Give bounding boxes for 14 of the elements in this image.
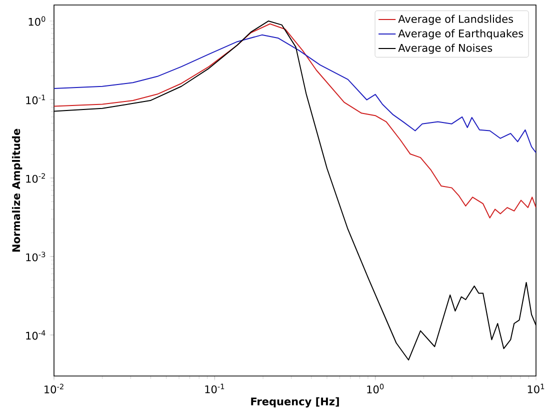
legend-label: Average of Noises <box>398 44 492 54</box>
x-tick-label: 10$^{-1}$ <box>205 384 224 394</box>
legend-label: Average of Landslides <box>398 14 514 25</box>
legend-label: Average of Earthquakes <box>398 29 524 40</box>
y-tick-label: 10$^{-1}$ <box>26 94 46 104</box>
x-tick-label: 10$^{1}$ <box>528 384 544 394</box>
y-tick-label: 10$^{0}$ <box>28 16 46 26</box>
y-tick-label: 10$^{-2}$ <box>26 173 45 183</box>
x-axis-title: Frequency [Hz] <box>251 397 339 408</box>
y-axis-title: Normalize Amplitude <box>12 128 22 252</box>
y-tick-label: 10$^{-4}$ <box>26 330 46 340</box>
x-tick-label: 10$^{-2}$ <box>44 384 64 394</box>
y-tick-label: 10$^{-3}$ <box>26 252 46 262</box>
x-tick-label: 10$^{0}$ <box>367 384 384 394</box>
